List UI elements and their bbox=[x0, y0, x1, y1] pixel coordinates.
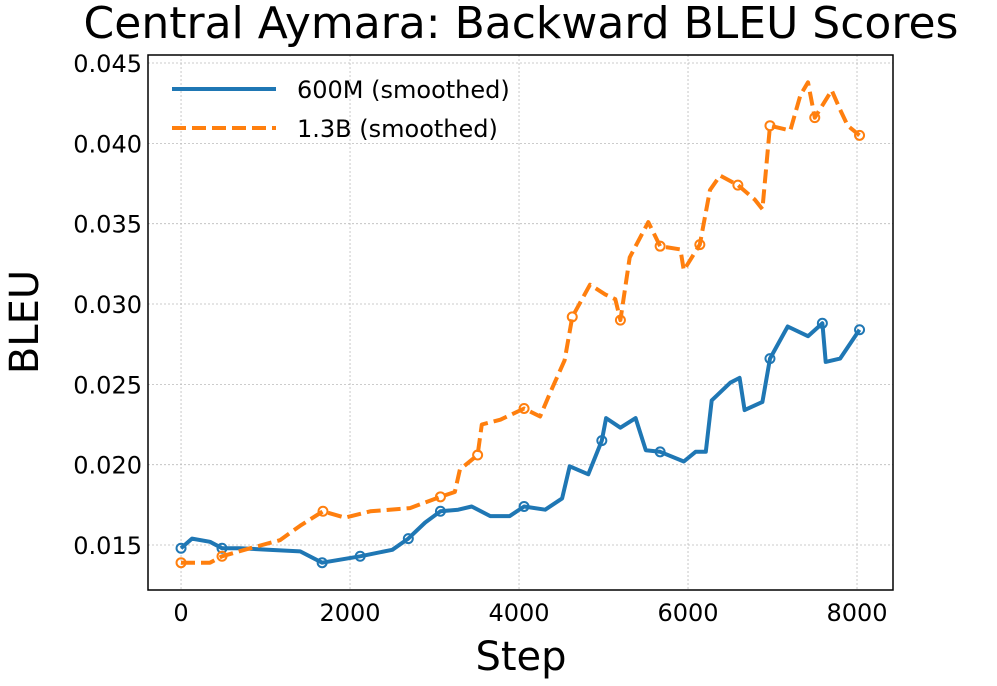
y-tick-label: 0.030 bbox=[73, 291, 142, 319]
y-tick-label: 0.020 bbox=[73, 452, 142, 480]
data-point-marker bbox=[518, 500, 530, 512]
ticks: 0 2000 4000 6000 8000 0.015 0.020 0.025 0.030 0.0… bbox=[73, 50, 887, 627]
data-point-marker bbox=[809, 112, 821, 124]
x-tick-label: 4000 bbox=[488, 599, 549, 627]
data-point-marker bbox=[654, 240, 666, 252]
data-point-marker bbox=[518, 402, 530, 414]
series-line-1 bbox=[181, 80, 861, 565]
data-point-marker bbox=[614, 314, 626, 326]
data-point-marker bbox=[175, 557, 187, 569]
data-point-marker bbox=[175, 542, 187, 554]
x-tick-label: 0 bbox=[173, 599, 188, 627]
legend: 600M (smoothed) 1.3B (smoothed) bbox=[172, 76, 510, 143]
series-line-0 bbox=[179, 321, 862, 565]
x-tick-label: 6000 bbox=[657, 599, 718, 627]
data-point-marker bbox=[434, 491, 446, 503]
y-tick-label: 0.015 bbox=[73, 532, 142, 560]
data-point-marker bbox=[694, 239, 706, 251]
legend-label-1-3b: 1.3B (smoothed) bbox=[297, 115, 498, 143]
x-tick-label: 8000 bbox=[826, 599, 887, 627]
data-point-marker bbox=[317, 505, 329, 517]
data-point-marker bbox=[654, 446, 666, 458]
data-point-marker bbox=[596, 435, 608, 447]
y-tick-label: 0.035 bbox=[73, 211, 142, 239]
plot-frame bbox=[147, 54, 894, 591]
data-point-marker bbox=[354, 550, 366, 562]
y-axis-label: BLEU bbox=[2, 270, 48, 374]
y-tick-label: 0.025 bbox=[73, 371, 142, 399]
x-axis-label: Step bbox=[475, 634, 566, 680]
y-tick-label: 0.045 bbox=[73, 50, 142, 78]
series-layer bbox=[175, 80, 866, 569]
data-point-marker bbox=[216, 550, 228, 562]
chart-title: Central Aymara: Backward BLEU Scores bbox=[84, 0, 959, 49]
data-point-marker bbox=[732, 179, 744, 191]
data-point-marker bbox=[434, 505, 446, 517]
data-point-marker bbox=[472, 449, 484, 461]
data-point-marker bbox=[854, 324, 866, 336]
data-point-marker bbox=[402, 533, 414, 545]
y-tick-label: 0.040 bbox=[73, 130, 142, 158]
data-point-marker bbox=[566, 311, 578, 323]
grid bbox=[148, 55, 893, 590]
data-point-marker bbox=[764, 120, 776, 132]
data-point-marker bbox=[316, 557, 328, 569]
x-tick-label: 2000 bbox=[319, 599, 380, 627]
data-point-marker bbox=[854, 129, 866, 141]
data-point-marker bbox=[764, 353, 776, 365]
legend-label-600m: 600M (smoothed) bbox=[297, 76, 510, 104]
data-point-marker bbox=[816, 317, 828, 329]
